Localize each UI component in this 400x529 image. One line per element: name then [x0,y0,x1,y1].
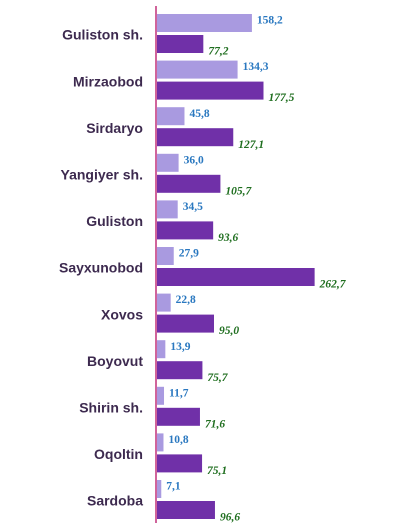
data-label-series-2: 71,6 [205,418,225,430]
bar-series-2 [157,128,234,147]
category-label: Guliston sh. [62,27,143,43]
bar-series-2 [157,454,203,473]
bar-series-2 [157,35,204,53]
data-label-series-1: 34,5 [183,201,203,213]
labels-group: Guliston sh. 158,2 77,2 Mirzaobod 134,3 177,5… [59,15,347,524]
bar-series-2 [157,268,315,286]
bar-series-2 [157,501,215,519]
data-label-series-2: 95,0 [219,325,239,337]
bar-series-1 [157,386,165,405]
data-label-series-1: 11,7 [169,387,189,399]
bar-series-1 [157,293,171,312]
data-label-series-1: 45,8 [189,108,209,120]
data-label-series-1: 36,0 [184,154,204,166]
bar-series-1 [157,247,174,265]
data-label-series-2: 93,6 [218,232,238,244]
bars-group [157,14,315,519]
bar-series-1 [157,107,185,126]
data-label-series-2: 96,6 [220,512,240,524]
data-label-series-2: 75,7 [207,372,228,384]
category-label: Xovos [101,306,143,322]
data-label-series-2: 177,5 [269,92,295,104]
category-label: Shirin sh. [79,400,143,416]
data-label-series-2: 77,2 [208,46,228,58]
data-label-series-1: 7,1 [166,481,181,493]
data-label-series-1: 134,3 [243,61,269,73]
data-label-series-2: 105,7 [225,185,252,197]
category-label: Oqoltin [94,446,143,462]
data-label-series-1: 158,2 [257,15,283,27]
bar-series-2 [157,314,214,333]
bar-series-2 [157,174,221,193]
category-label: Mirzaobod [73,73,143,89]
bar-series-1 [157,200,178,219]
data-label-series-2: 75,1 [207,465,227,477]
data-label-series-1: 13,9 [170,341,190,353]
data-label-series-2: 262,7 [319,279,347,291]
category-label: Sirdaryo [86,120,143,136]
bar-series-2 [157,81,264,100]
data-label-series-1: 10,8 [168,434,188,446]
data-label-series-1: 27,9 [179,248,199,260]
bar-series-2 [157,407,200,426]
category-label: Boyovut [87,353,143,369]
bar-series-2 [157,361,203,380]
bar-series-1 [157,60,238,79]
bar-series-1 [157,433,164,452]
bar-series-2 [157,221,214,240]
category-label: Sardoba [87,493,143,509]
category-label: Guliston [86,213,143,229]
category-label: Yangiyer sh. [61,167,143,183]
bar-series-1 [157,153,179,172]
bar-series-1 [157,480,162,498]
bar-series-1 [157,340,166,359]
bar-series-1 [157,14,252,32]
data-label-series-1: 22,8 [176,294,196,306]
data-label-series-2: 127,1 [238,139,264,151]
category-label: Sayxunobod [59,260,143,276]
